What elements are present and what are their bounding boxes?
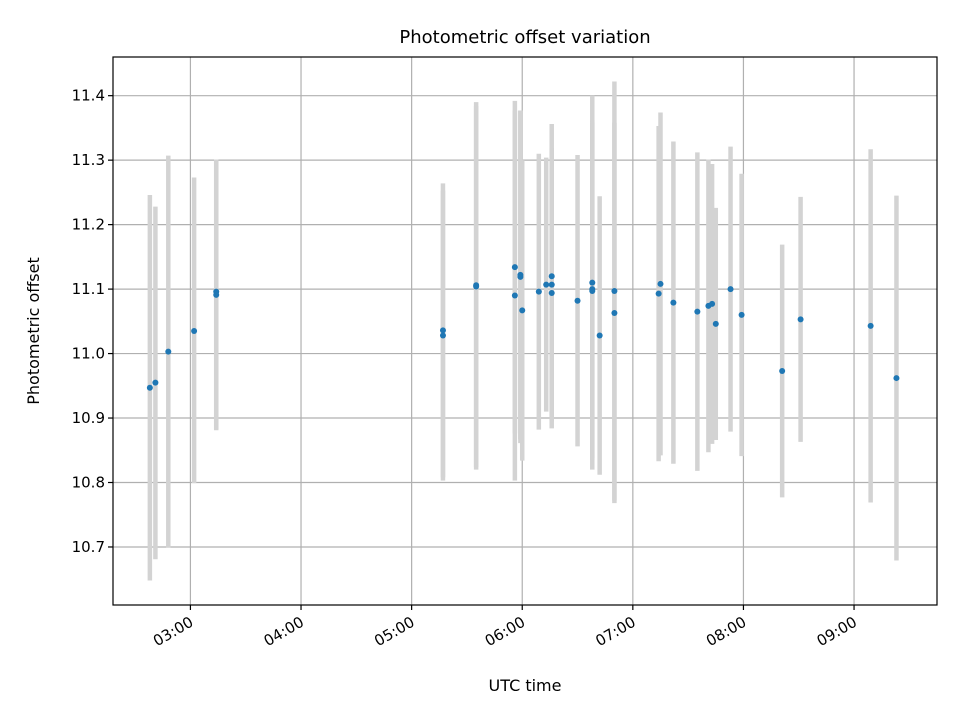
y-tick-label: 11.0	[72, 345, 105, 363]
data-point	[779, 367, 786, 374]
y-tick-label: 10.8	[72, 474, 105, 492]
data-point	[439, 327, 446, 334]
data-point	[655, 290, 662, 297]
data-point	[712, 320, 719, 327]
y-tick-label: 11.4	[72, 87, 105, 105]
data-point	[670, 299, 677, 306]
data-point	[893, 375, 900, 382]
data-point	[439, 332, 446, 339]
data-point	[709, 300, 716, 307]
data-point	[611, 309, 618, 316]
y-tick-label: 10.7	[72, 538, 105, 556]
data-point	[574, 297, 581, 304]
y-tick-label: 11.2	[72, 216, 105, 234]
y-axis-ticks: 10.7 10.8 10.9 11.0 11.1 11.2 11.3 11.4	[72, 87, 113, 556]
data-point	[517, 273, 524, 280]
plot-frame	[112, 56, 938, 606]
data-point	[727, 286, 734, 293]
data-point	[589, 288, 596, 295]
chart-title: Photometric offset variation	[399, 27, 650, 48]
y-tick-label: 10.9	[72, 409, 105, 427]
data-point	[596, 332, 603, 339]
y-tick-label: 11.1	[72, 280, 105, 298]
data-point	[543, 281, 550, 288]
data-point	[511, 292, 518, 299]
data-point	[213, 291, 220, 298]
data-point	[473, 282, 480, 289]
y-tick-label: 11.3	[72, 151, 105, 169]
data-point	[511, 264, 518, 271]
data-point	[519, 307, 526, 314]
data-point	[165, 348, 172, 355]
data-point	[589, 279, 596, 286]
data-point	[694, 308, 701, 315]
data-point	[867, 322, 874, 329]
data-point	[611, 288, 618, 295]
data-point	[535, 288, 542, 295]
x-axis-label: UTC time	[489, 676, 562, 695]
data-point	[657, 280, 664, 287]
data-point	[152, 379, 159, 386]
data-points	[146, 264, 900, 391]
data-point	[548, 273, 555, 280]
y-axis-label: Photometric offset	[24, 257, 43, 405]
data-point	[146, 384, 153, 391]
data-point	[191, 328, 198, 334]
data-point	[548, 281, 555, 288]
data-point	[548, 289, 555, 296]
data-point	[797, 316, 804, 323]
data-point	[738, 311, 745, 318]
